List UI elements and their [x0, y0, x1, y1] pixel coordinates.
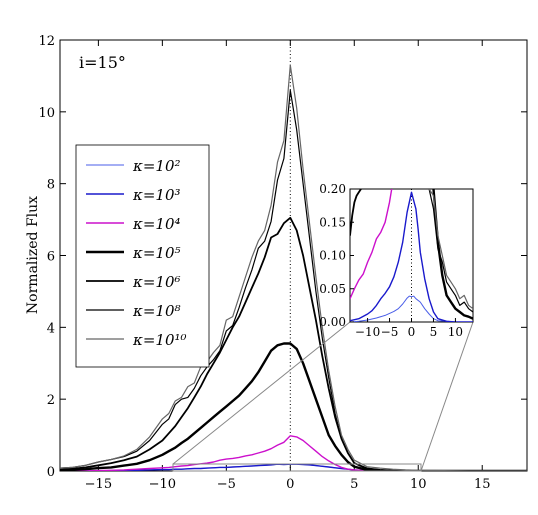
x-tick-label: −5	[217, 477, 236, 492]
x-tick-label: 0	[286, 477, 294, 492]
x-tick-label: −15	[85, 477, 112, 492]
inset-series-line-5	[428, 189, 473, 313]
x-tick-label: −10	[149, 477, 176, 492]
inset-ticks: −10 −5 0 5 10 0.00 0.05 0.10 0.15 0.20	[319, 182, 463, 339]
legend-box	[75, 144, 210, 368]
inset-y-tick-label: 0.10	[319, 249, 346, 263]
inset-zoom-region	[172, 463, 422, 472]
series-line-4	[60, 216, 527, 471]
legend-label: κ=10³	[132, 186, 181, 204]
legend-label: κ=10²	[132, 157, 181, 175]
inset-y-tick-label: 0.00	[319, 315, 346, 329]
inset-series-line-1	[350, 191, 473, 322]
inset-x-tick-label: 10	[448, 325, 463, 339]
legend-label: κ=10¹⁰	[132, 331, 187, 349]
legend: κ=10² κ=10³ κ=10⁴ κ=10⁵ κ=10⁶ κ=10⁸ κ=10¹⁰	[75, 144, 210, 368]
inset-x-tick-label: −10	[355, 325, 380, 339]
legend-label: κ=10⁴	[132, 215, 181, 233]
inset-connector-left	[172, 321, 351, 465]
series-line-5	[60, 89, 527, 471]
x-tick-label: 10	[410, 477, 427, 492]
y-tick-label: 6	[47, 250, 55, 265]
inset-series-line-2	[350, 189, 393, 299]
inset-x-tick-label: −5	[381, 325, 399, 339]
inset-y-tick-label: 0.15	[319, 215, 346, 229]
legend-label: κ=10⁸	[132, 302, 181, 320]
legend-label: κ=10⁶	[132, 273, 181, 291]
legend-label: κ=10⁵	[132, 244, 181, 262]
y-tick-label: 12	[38, 34, 55, 49]
inset-y-tick-label: 0.05	[319, 282, 346, 296]
inset-connector-right	[420, 321, 474, 472]
inset-series-line-6	[428, 189, 473, 310]
x-tick-label: 5	[350, 477, 358, 492]
inset-series-line-3	[432, 189, 473, 320]
inset-x-tick-label: 5	[430, 325, 438, 339]
series-line-6	[60, 64, 527, 471]
y-tick-label: 0	[47, 465, 55, 480]
inset-series-line-4	[350, 189, 362, 236]
y-axis-label: Normalized Flux	[25, 196, 41, 314]
inset-x-tick-label: 0	[408, 325, 416, 339]
inset-y-tick-label: 0.20	[319, 182, 346, 196]
y-tick-label: 2	[47, 393, 55, 408]
y-tick-label: 10	[38, 106, 55, 121]
y-tick-label: 8	[47, 178, 55, 193]
panel-annotation: i=15°	[79, 53, 126, 72]
x-tick-label: 15	[474, 477, 491, 492]
inset-series-line-0	[350, 295, 473, 322]
series-line-3	[60, 342, 527, 471]
y-tick-label: 4	[47, 321, 55, 336]
inset-series-group	[350, 189, 473, 322]
